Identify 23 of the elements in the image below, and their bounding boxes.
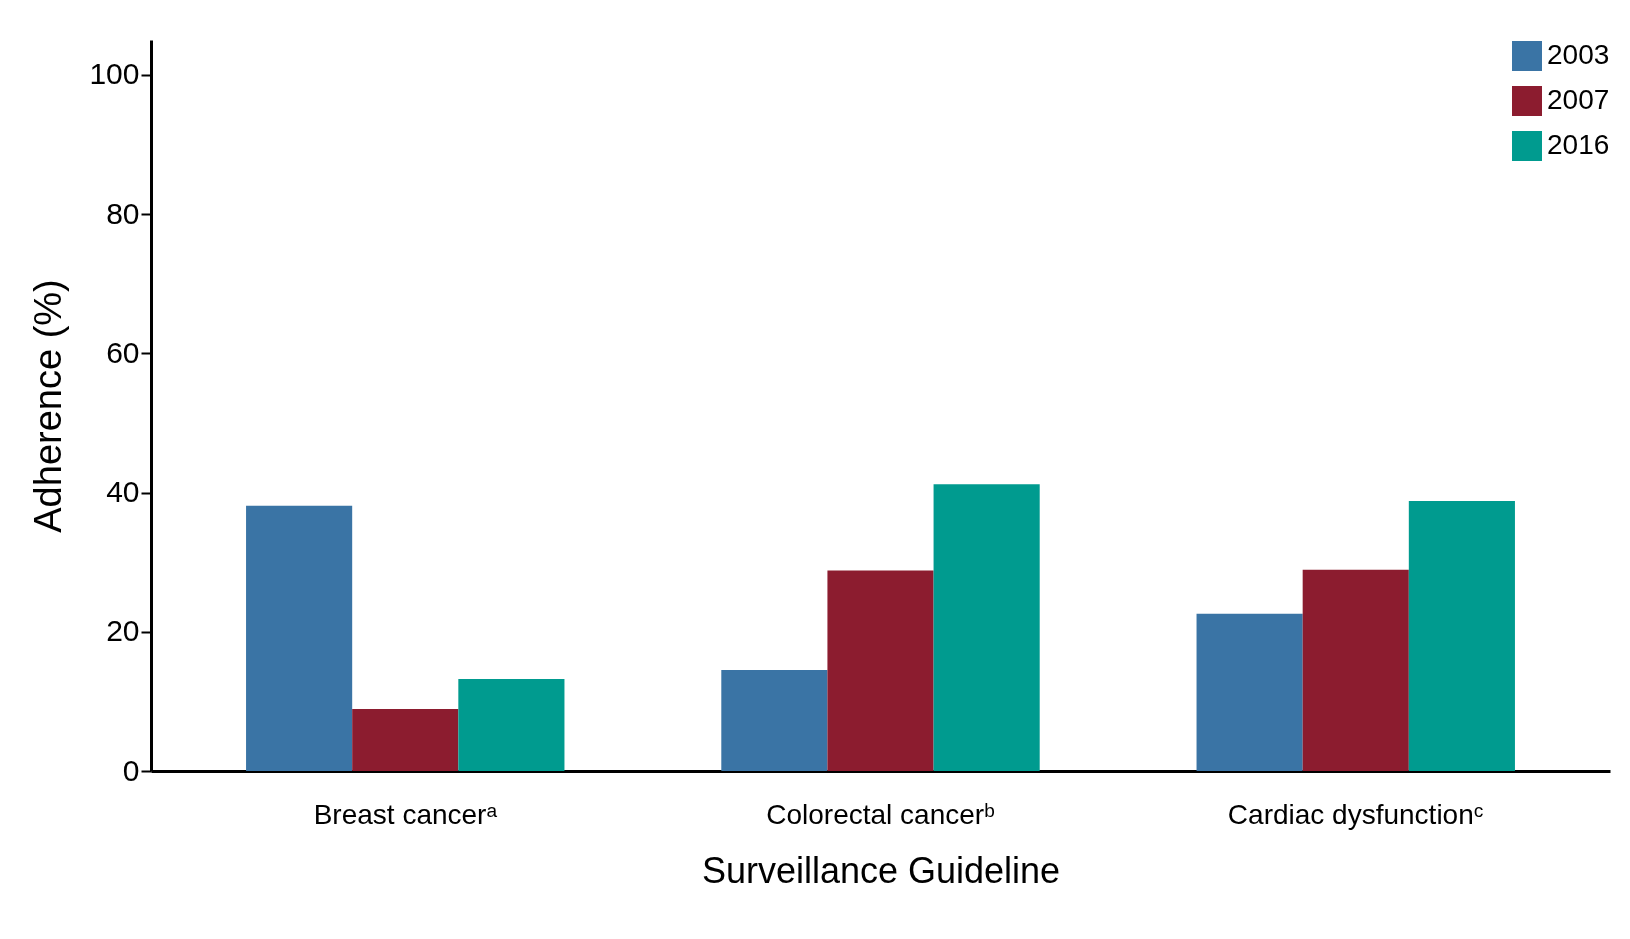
y-tick-label: 40: [106, 475, 140, 509]
bar: [1302, 569, 1409, 771]
legend-label: 2003: [1547, 39, 1610, 70]
legend-label: 2016: [1547, 129, 1610, 160]
bar: [246, 505, 353, 771]
legend-label: 2007: [1547, 84, 1610, 115]
y-tick-label: 100: [89, 57, 140, 91]
y-tick-label: 20: [106, 614, 140, 648]
y-tick-label: 80: [106, 196, 140, 230]
x-axis-title: Surveillance Guideline: [701, 849, 1061, 891]
y-axis-title: Adherence (%): [27, 279, 70, 533]
bar: [1196, 613, 1303, 771]
bar: [721, 670, 828, 771]
x-tick-label: Cardiac dysfunctionᶜ: [1227, 798, 1484, 830]
x-tick-label: Colorectal cancerᵇ: [766, 798, 995, 830]
bar: [458, 679, 565, 771]
x-tick-label: Breast cancerᵃ: [313, 798, 498, 830]
bar: [827, 570, 934, 771]
y-tick-label: 0: [122, 753, 140, 787]
y-tick-label: 60: [106, 335, 140, 369]
bar: [1408, 500, 1515, 771]
bar: [352, 709, 459, 771]
bar: [933, 484, 1040, 771]
